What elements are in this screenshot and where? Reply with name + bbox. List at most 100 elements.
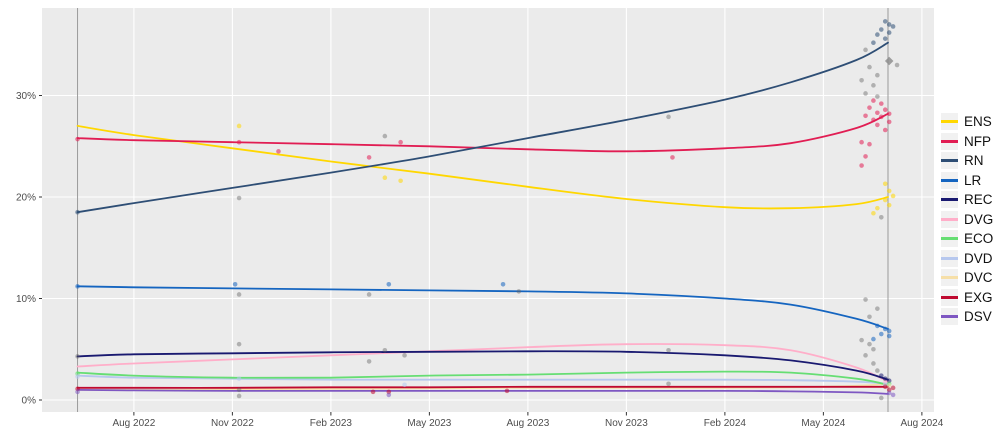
series-line-DSV [76,389,889,395]
poll-point-LR [886,328,892,334]
poll-point-RN [882,19,888,24]
x-tick-label: May 2024 [801,418,845,429]
y-tick-label: 30% [16,91,36,102]
poll-point-ENS [382,175,388,181]
series-line-ENS [76,125,889,210]
poll-point [666,114,671,120]
x-tick-label: Nov 2022 [211,418,254,429]
poll-point-DSV [890,392,896,398]
poll-point-ENS [886,188,892,194]
poll-point [871,361,876,366]
legend-key-line-NFP [941,139,958,143]
poll-point-RN [886,30,892,35]
legend-entry-DSV: DSV [941,307,993,327]
poll-point-NFP [871,117,876,123]
poll-point-DSV [886,390,892,396]
poll-point [871,346,876,352]
legend-label-DSV: DSV [964,309,992,324]
poll-point-NFP [882,107,888,113]
poll-point-NFP [859,139,864,145]
x-tick-label: Aug 2023 [506,418,549,429]
poll-point-DSV [386,392,392,398]
legend-key-DSV [941,308,958,326]
poll-point [75,354,80,359]
legend-key-REC [941,191,958,209]
poll-point-DVC [886,383,892,389]
series-line-DVG [76,343,889,383]
poll-point-NFP [882,127,888,133]
poll-point-EXG [890,385,896,391]
y-tick-label: 0% [22,396,37,407]
legend-label-ENS: ENS [964,114,992,129]
poll-point [867,314,872,320]
poll-point [875,72,880,78]
poll-point-RN [890,24,896,29]
x-tick-label: May 2023 [407,418,451,429]
poll-point-LR [500,281,506,287]
legend-key-EXG [941,288,958,306]
poll-point [236,292,242,297]
legend-label-DVC: DVC [964,270,993,285]
legend: ENS NFP RN LR REC DVG ECO DVD DVC EXG DSV [941,112,993,327]
poll-point-ENS [236,123,242,129]
legend-label-DVD: DVD [964,250,993,266]
poll-point-NFP [867,141,872,147]
legend-entry-ENS: ENS [941,112,993,132]
poll-point-RN [878,27,884,32]
poll-point [894,62,900,68]
legend-key-DVG [941,210,958,228]
legend-key-line-REC [941,198,958,202]
poll-point-EXG [504,388,510,394]
legend-key-DVD [941,249,958,267]
poll-point-EXG [882,384,888,390]
legend-label-LR: LR [964,172,982,188]
legend-key-line-DVC [941,276,958,280]
legend-entry-NFP: NFP [941,132,993,152]
poll-point [666,347,671,353]
poll-point [382,347,388,353]
poll-point-LR [875,323,880,329]
poll-point [666,381,671,387]
poll-point-DVD [75,374,80,379]
poll-point [875,94,880,99]
poll-point-NFP [670,155,675,160]
poll-point [236,393,242,399]
poll-point-NFP [75,136,80,142]
poll-point [382,133,388,139]
poll-point [366,359,372,364]
poll-point [867,341,872,347]
plot-panel [42,8,934,412]
poll-point [863,297,868,302]
legend-label-NFP: NFP [964,133,991,149]
poll-point-NFP [236,139,242,145]
series-line-RN [76,41,889,214]
poll-point-ENS [886,202,892,208]
poll-point [516,289,522,294]
poll-point-ENS [398,178,403,184]
legend-label-RN: RN [964,153,984,168]
legend-label-EXG: EXG [964,289,993,305]
x-tick-label: Aug 2022 [112,418,155,429]
poll-point-DSV [75,389,80,395]
poll-point-LR [871,336,876,342]
y-tick-label: 10% [16,294,36,305]
legend-entry-DVD: DVD [941,249,993,269]
poll-point-ENS [875,205,880,211]
poll-point-NFP [859,163,864,168]
legend-label-DVG: DVG [964,211,994,227]
legend-key-line-DVG [941,217,958,221]
poll-point-NFP [398,139,403,145]
poll-point [366,292,372,297]
poll-point-REC [882,376,888,381]
legend-key-line-LR [941,178,958,182]
poll-point-NFP [886,119,892,125]
poll-point [863,47,868,53]
poll-point-NFP [867,105,872,110]
poll-point-NFP [886,111,892,117]
legend-key-line-ECO [941,237,958,241]
poll-point-LR [386,281,392,287]
poll-point-NFP [871,98,876,103]
legend-key-line-ENS [941,120,958,124]
